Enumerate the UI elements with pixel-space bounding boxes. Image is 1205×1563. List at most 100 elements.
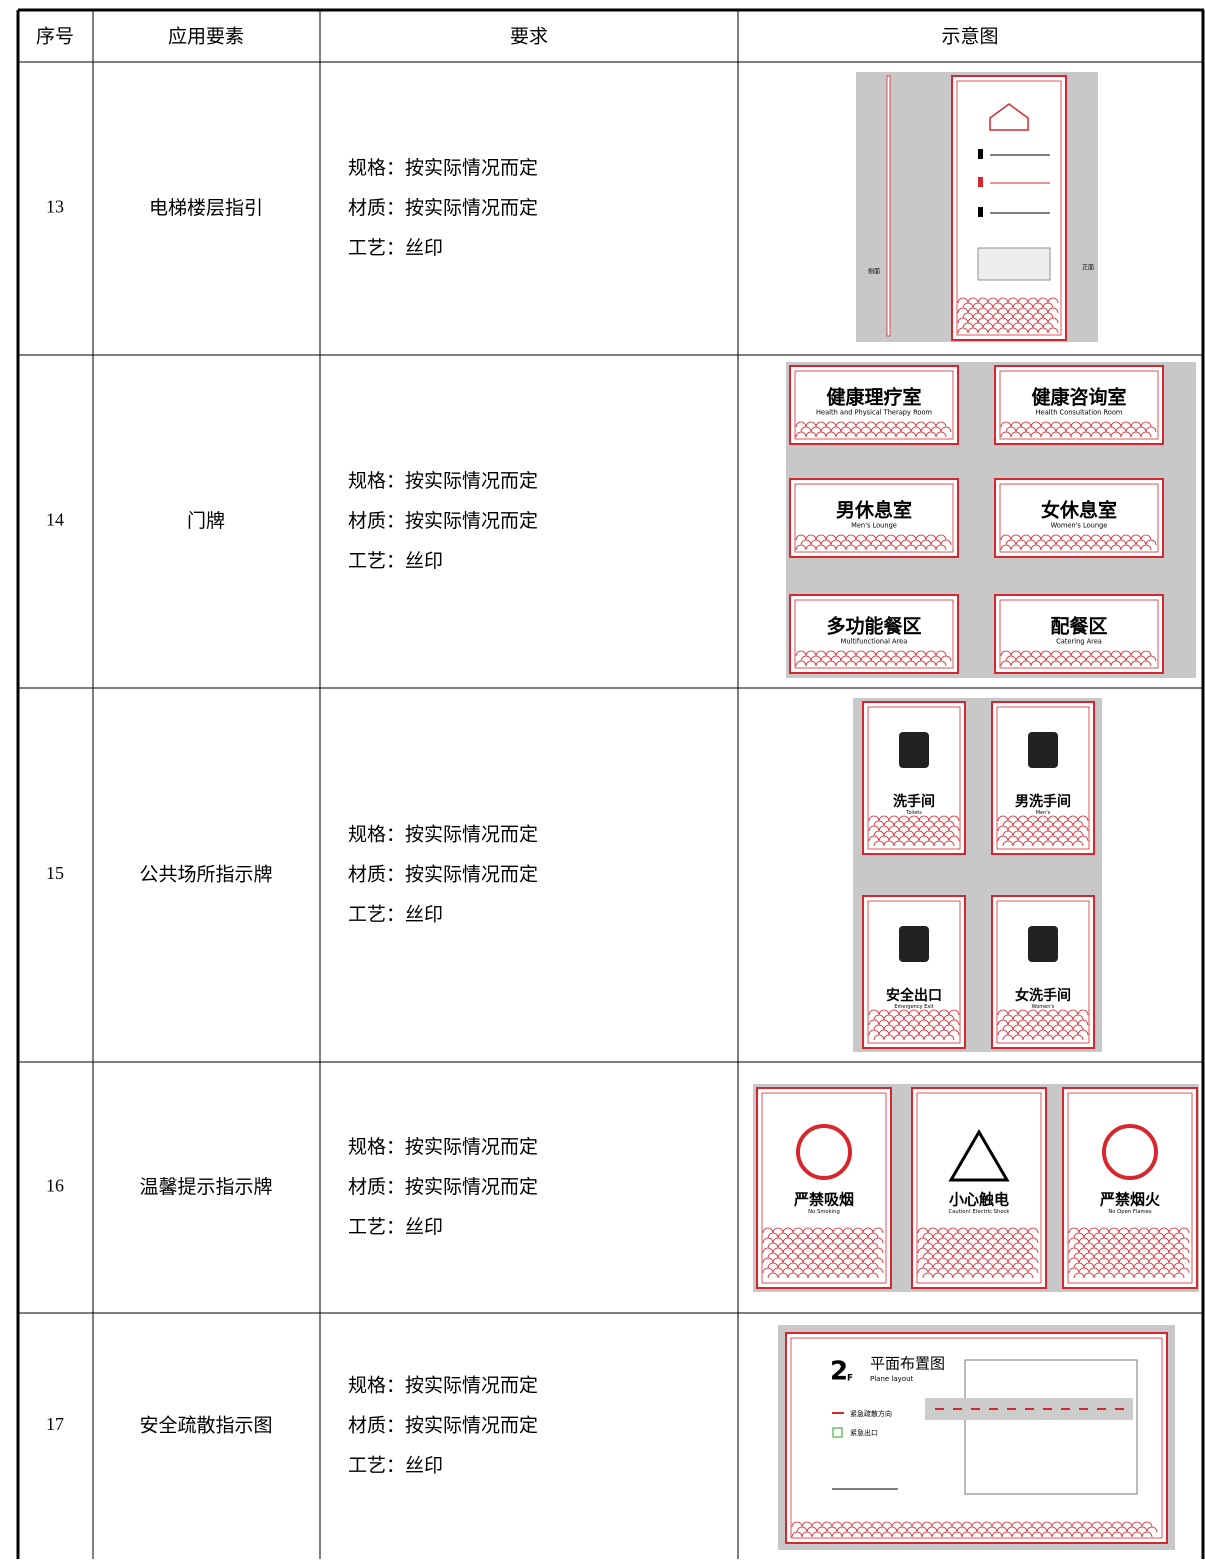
wave-pattern — [1000, 421, 1157, 438]
wave-pattern — [868, 815, 960, 847]
element-name: 公共场所指示牌 — [139, 864, 272, 886]
sign-inner-frame — [999, 599, 1159, 669]
wave-pattern — [795, 421, 952, 438]
sign-subtitle: Women's — [1032, 1004, 1055, 1010]
sign-title: 女休息室 — [1041, 499, 1117, 522]
sign-title: 小心触电 — [949, 1191, 1009, 1209]
sign-title: 健康咨询室 — [1031, 386, 1126, 409]
requirement: 规格：按实际情况而定 — [348, 824, 538, 846]
sign-inner-frame — [916, 1092, 1042, 1284]
sign-frame — [862, 895, 966, 1049]
legend-item: 紧急疏散方向 — [850, 1409, 892, 1418]
prohibition-icon — [1102, 1124, 1158, 1180]
element-name: 电梯楼层指引 — [149, 197, 263, 219]
floor-line — [990, 212, 1050, 214]
sign-frame — [994, 594, 1164, 674]
pictogram — [899, 732, 929, 768]
sign-subtitle: Health Consultation Room — [1036, 408, 1123, 416]
floor-marker — [978, 207, 983, 217]
row-number: 14 — [46, 510, 64, 530]
sign-title: 男休息室 — [836, 499, 912, 522]
requirement: 材质：按实际情况而定 — [348, 197, 538, 219]
table-grid — [16, 8, 1205, 1559]
requirement: 规格：按实际情况而定 — [348, 470, 538, 492]
sign-subtitle: Women's Lounge — [1051, 521, 1108, 529]
evacuation-arrow — [1079, 1408, 1088, 1410]
evacuation-arrow — [1061, 1408, 1070, 1410]
sign-title: 严禁烟火 — [1099, 1191, 1161, 1209]
sign-frame — [951, 75, 1067, 341]
sign-title: 健康理疗室 — [826, 386, 921, 409]
requirement: 工艺：丝印 — [348, 904, 443, 926]
sign-frame — [994, 478, 1164, 558]
wave-pattern — [795, 650, 952, 667]
header-cell: 要求 — [510, 26, 548, 48]
sign-inner-frame — [999, 370, 1159, 440]
requirement: 规格：按实际情况而定 — [348, 1136, 538, 1158]
logo — [989, 103, 1029, 131]
sign-inner-frame — [1067, 1092, 1193, 1284]
row-number: 13 — [46, 197, 64, 217]
floor-unit: F — [847, 1374, 853, 1384]
floor-map — [977, 247, 1051, 281]
sign-inner-frame — [794, 483, 954, 553]
requirement: 规格：按实际情况而定 — [348, 1375, 538, 1397]
sign-inner-frame — [867, 706, 961, 850]
element-name: 门牌 — [187, 510, 225, 532]
requirement: 材质：按实际情况而定 — [348, 1176, 538, 1198]
requirement: 规格：按实际情况而定 — [348, 157, 538, 179]
floor-line — [990, 154, 1050, 156]
sign-frame — [789, 365, 959, 445]
sign-title: 多功能餐区 — [826, 615, 921, 638]
sign-inner-frame — [761, 1092, 887, 1284]
wave-pattern — [997, 815, 1089, 847]
sign-title: 配餐区 — [1050, 615, 1107, 638]
floor-plan — [964, 1359, 1138, 1495]
evacuation-arrow — [971, 1408, 980, 1410]
sign-frame — [994, 365, 1164, 445]
sign-subtitle: Catering Area — [1056, 637, 1102, 645]
wave-pattern — [1000, 650, 1157, 667]
sign-subtitle: No Smoking — [808, 1209, 840, 1215]
row-number: 16 — [46, 1176, 64, 1196]
pictogram — [899, 926, 929, 962]
wave-pattern — [1000, 534, 1157, 551]
evacuation-arrow — [1115, 1408, 1124, 1410]
floor-marker — [978, 177, 983, 187]
sign-title: 洗手间 — [893, 793, 935, 810]
requirement: 材质：按实际情况而定 — [348, 1415, 538, 1437]
legend-item: 紧急出口 — [850, 1428, 878, 1437]
header-cell: 示意图 — [941, 26, 998, 48]
sign-subtitle: Caution! Electric Shock — [949, 1209, 1011, 1215]
header-cell: 序号 — [36, 26, 74, 48]
requirement: 工艺：丝印 — [348, 1455, 443, 1477]
wave-pattern — [868, 1009, 960, 1041]
legend-arrow — [832, 1412, 844, 1414]
wave-pattern — [762, 1227, 884, 1279]
sign-inner-frame — [794, 599, 954, 669]
row-number: 15 — [46, 863, 64, 883]
sign-inner-frame — [867, 900, 961, 1044]
wave-pattern — [957, 297, 1059, 334]
sign-subtitle: Toilets — [905, 810, 922, 816]
prohibition-icon — [796, 1124, 852, 1180]
floor-number: 2 — [830, 1357, 848, 1387]
sign-title: 女洗手间 — [1015, 987, 1071, 1004]
sign-subtitle: Multifunctional Area — [841, 637, 908, 645]
sign-subtitle: Men's — [1036, 810, 1051, 816]
requirement: 工艺：丝印 — [348, 237, 443, 259]
evacuation-arrow — [1007, 1408, 1016, 1410]
sign-title: 安全出口 — [886, 987, 942, 1004]
sign-title: 男洗手间 — [1015, 793, 1071, 810]
sign-frame — [789, 478, 959, 558]
legend-exit — [832, 1427, 843, 1438]
evacuation-arrow — [1025, 1408, 1034, 1410]
wave-pattern — [917, 1227, 1039, 1279]
pictogram — [1028, 926, 1058, 962]
element-name: 安全疏散指示图 — [139, 1415, 272, 1437]
wave-pattern — [1068, 1227, 1190, 1279]
requirement: 材质：按实际情况而定 — [348, 864, 538, 886]
sign-frame — [789, 594, 959, 674]
evacuation-arrow — [935, 1408, 944, 1410]
